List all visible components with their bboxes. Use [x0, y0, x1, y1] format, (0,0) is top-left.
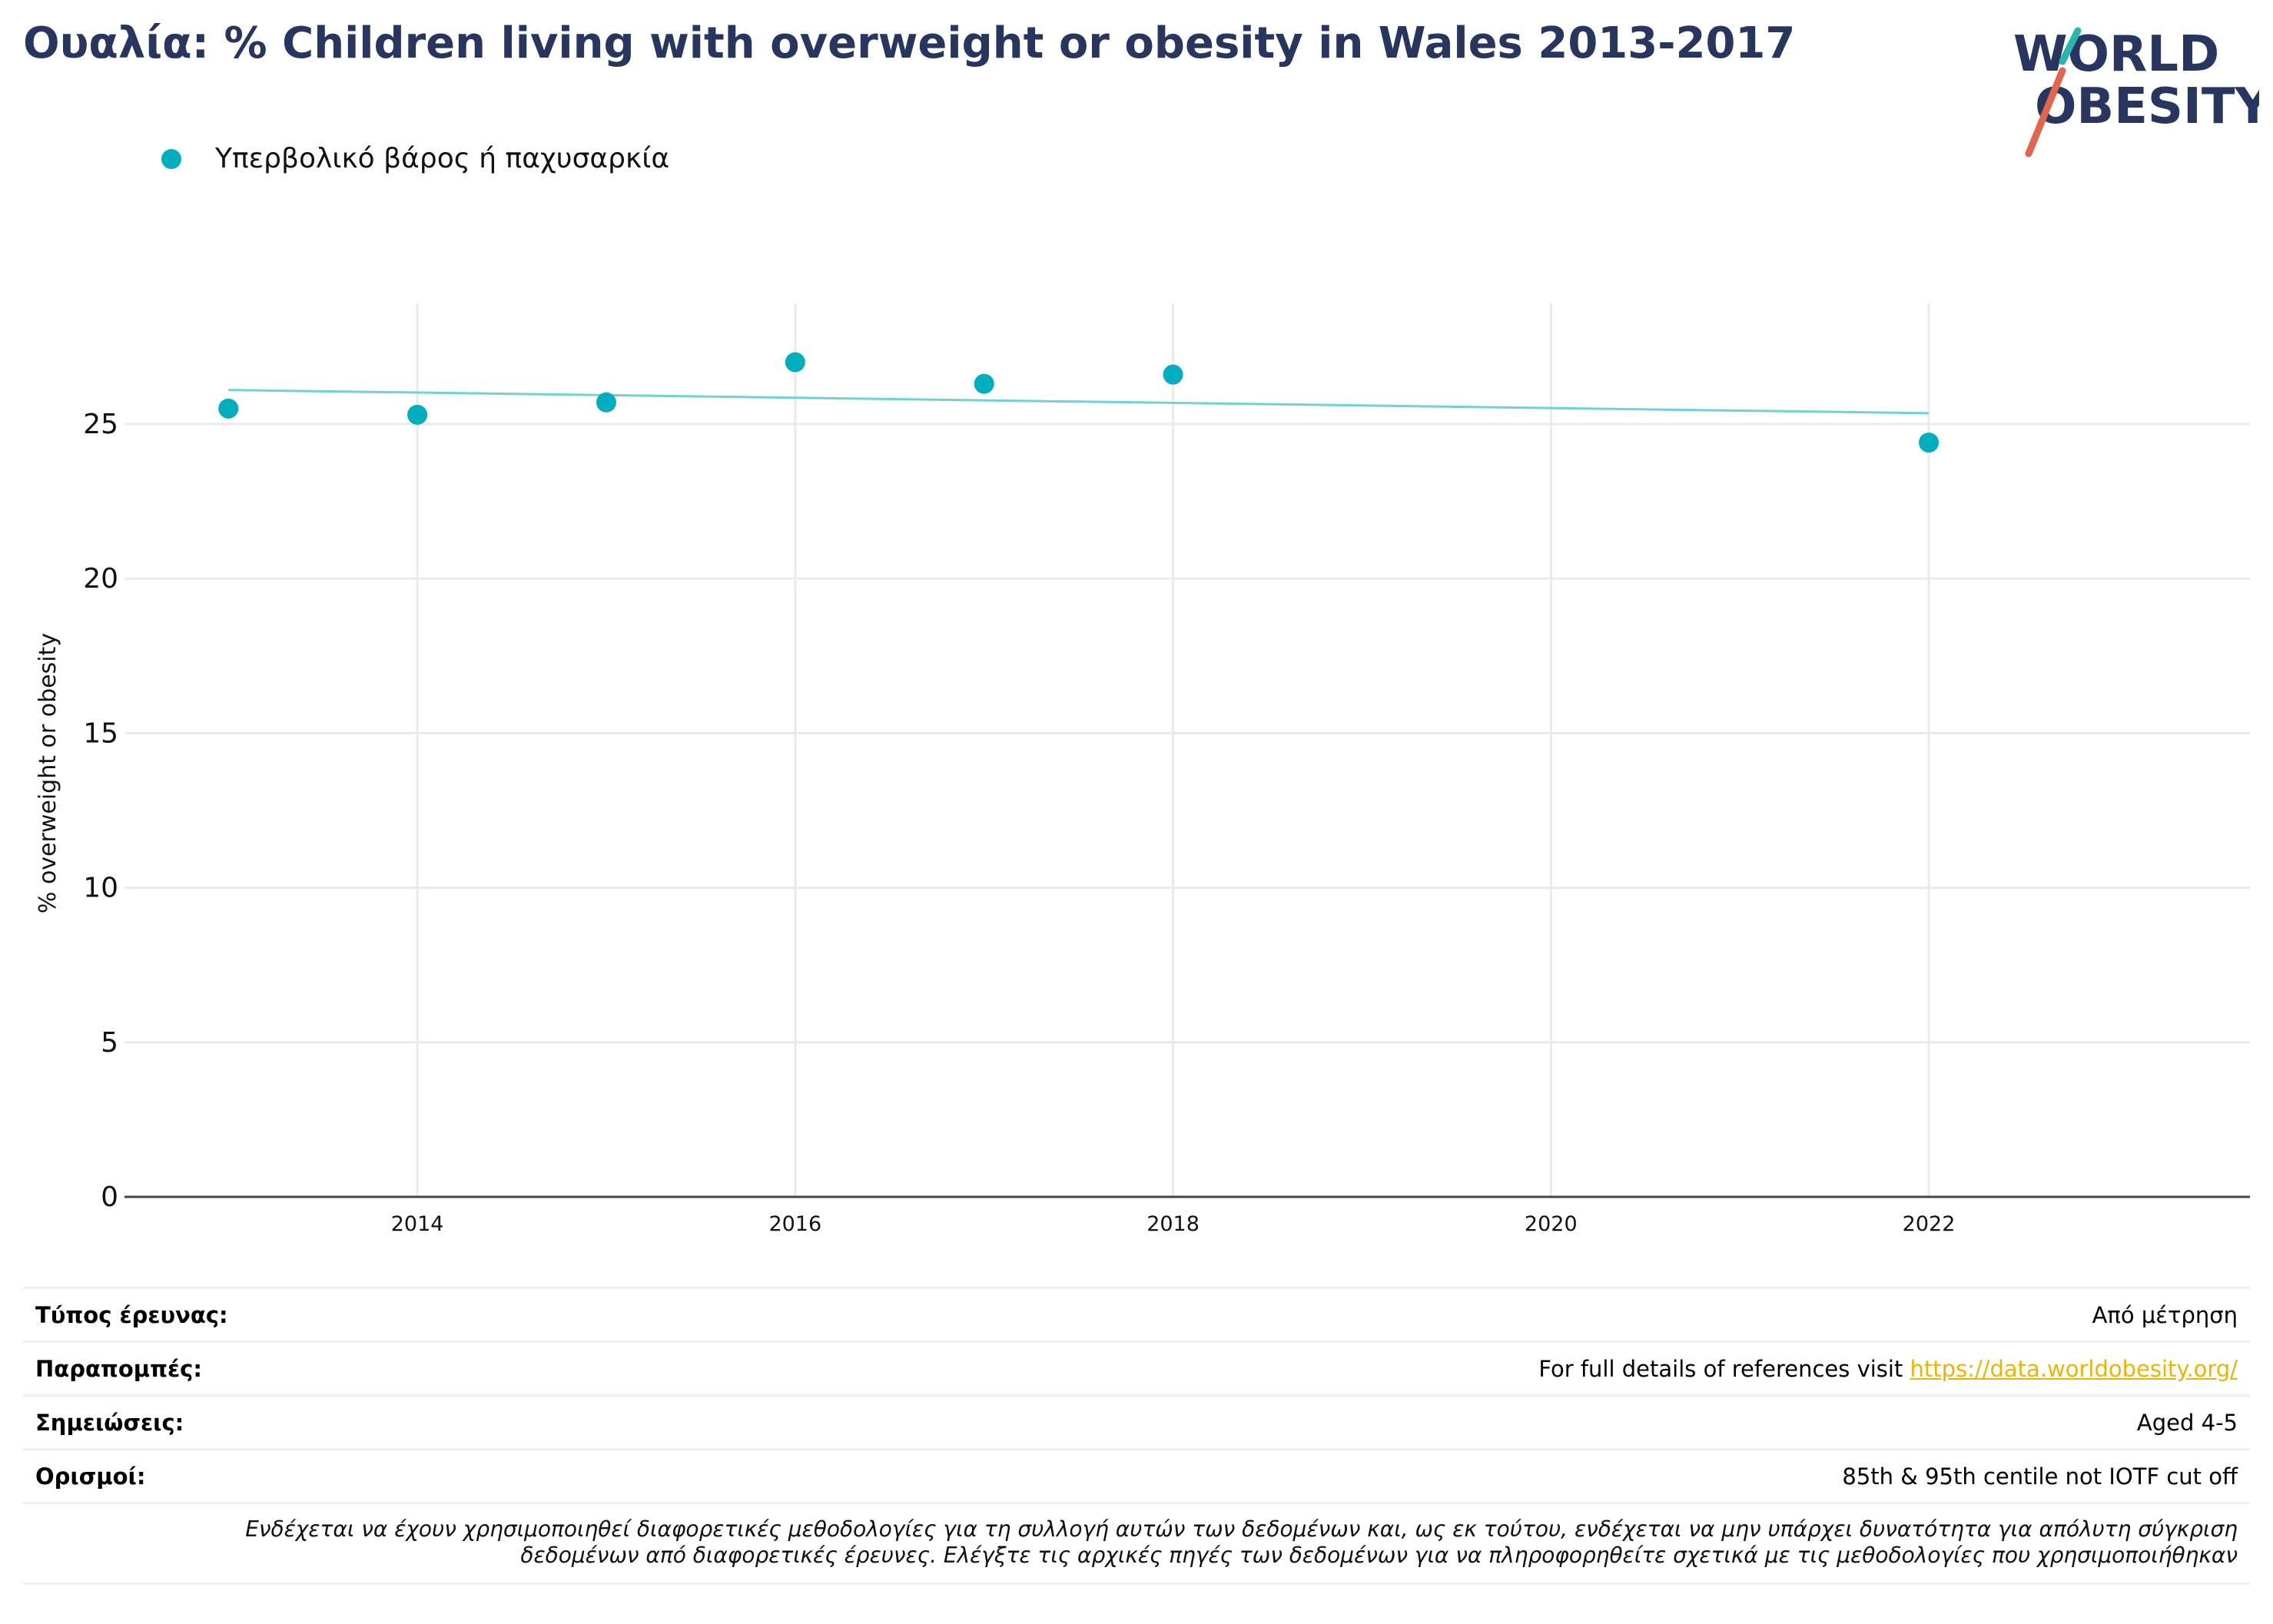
- logo-coral-stroke: [2025, 67, 2066, 157]
- y-tick-label: 5: [101, 1027, 118, 1059]
- info-row-definitions: Ορισμοί: 85th & 95th centile not IOTF cu…: [23, 1448, 2250, 1502]
- logo-text-obesity: OBESITY: [2035, 78, 2259, 135]
- info-row-notes: Σημειώσεις: Aged 4-5: [23, 1394, 2250, 1448]
- info-table: Τύπος έρευνας: Από μέτρηση Παραπομπές: F…: [23, 1287, 2250, 1585]
- disclaimer-line-2: δεδομένων από διαφορετικές έρευνες. Ελέγ…: [520, 1543, 2238, 1568]
- x-tick-label: 2016: [768, 1212, 821, 1236]
- y-tick-label: 0: [101, 1182, 118, 1213]
- info-value: Από μέτρηση: [2092, 1301, 2238, 1328]
- y-tick-labels: 0 5 10 15 20 25: [83, 409, 118, 1213]
- world-obesity-logo: WORLD OBESITY: [2013, 26, 2259, 157]
- info-row-references: Παραπομπές: For full details of referenc…: [23, 1341, 2250, 1394]
- info-label: Παραπομπές:: [35, 1355, 202, 1382]
- data-point: [1163, 364, 1183, 385]
- data-point: [785, 352, 805, 373]
- logo-text-world: WORLD: [2013, 26, 2219, 83]
- logo-teal-stroke: [2059, 27, 2082, 65]
- references-text: For full details of references visit: [1538, 1355, 1910, 1382]
- x-tick-labels: 2014 2016 2018 2020 2022: [391, 1212, 1956, 1236]
- data-point: [974, 373, 994, 394]
- y-tick-label: 15: [83, 718, 118, 749]
- page-title: Ουαλία: % Children living with overweigh…: [23, 18, 1796, 68]
- y-tick-label: 25: [83, 409, 118, 440]
- info-row-survey-type: Τύπος έρευνας: Από μέτρηση: [23, 1287, 2250, 1341]
- y-tick-label: 10: [83, 873, 118, 904]
- data-point: [407, 404, 428, 425]
- info-value: For full details of references visit htt…: [1538, 1356, 2238, 1382]
- trend-line: [228, 389, 1930, 415]
- x-tick-label: 2022: [1903, 1212, 1956, 1236]
- data-point: [218, 398, 239, 419]
- legend-marker: [161, 148, 181, 169]
- x-tick-label: 2018: [1146, 1212, 1200, 1236]
- data-point: [1919, 433, 1940, 453]
- disclaimer-line-1: Ενδέχεται να έχουν χρησιμοποιηθεί διαφορ…: [245, 1516, 2238, 1542]
- data-points: [218, 352, 1940, 453]
- references-link[interactable]: https://data.worldobesity.org/: [1910, 1355, 2238, 1382]
- y-axis-label: % overweight or obesity: [35, 633, 61, 913]
- info-label: Σημειώσεις:: [35, 1409, 184, 1436]
- info-label: Ορισμοί:: [35, 1463, 146, 1490]
- scatter-chart: 0 5 10 15 20 25 2014 2016 2018 2020 2022 % overwe…: [35, 303, 2250, 1236]
- info-value: Aged 4-5: [2136, 1409, 2238, 1436]
- legend-label: Υπερβολικό βάρος ή παχυσαρκία: [215, 143, 670, 174]
- info-label: Τύπος έρευνας:: [35, 1301, 228, 1328]
- methodology-disclaimer: Ενδέχεται να έχουν χρησιμοποιηθεί διαφορ…: [23, 1502, 2250, 1585]
- x-tick-label: 2020: [1525, 1212, 1578, 1236]
- y-tick-label: 20: [83, 563, 118, 595]
- chart-legend: Υπερβολικό βάρος ή παχυσαρκία: [161, 143, 669, 174]
- x-tick-label: 2014: [391, 1212, 444, 1236]
- data-point: [596, 392, 616, 413]
- info-value: 85th & 95th centile not IOTF cut off: [1842, 1463, 2238, 1490]
